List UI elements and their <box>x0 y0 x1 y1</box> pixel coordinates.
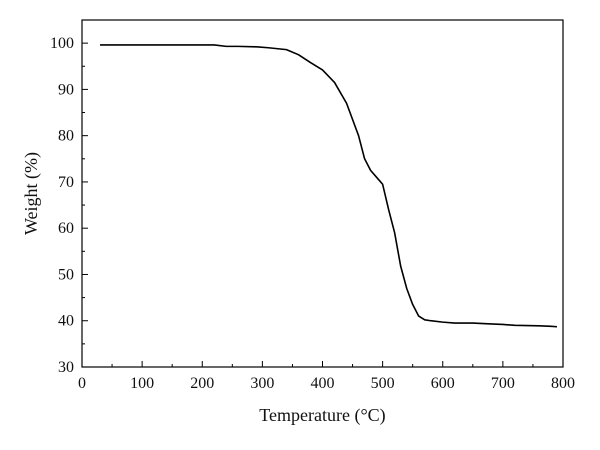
x-tick-label: 0 <box>78 375 86 392</box>
y-tick-labels: 30 40 50 60 70 80 90 100 <box>50 35 74 376</box>
x-tick-label: 500 <box>371 375 395 392</box>
y-tick-label: 40 <box>58 313 74 330</box>
x-tick-label: 800 <box>551 375 575 392</box>
x-tick-label: 400 <box>311 375 335 392</box>
weight-loss-curve <box>100 44 558 328</box>
y-axis-title: Weight (%) <box>21 152 42 235</box>
y-tick-label: 90 <box>58 81 74 98</box>
y-tick-label: 100 <box>50 35 74 52</box>
plot-frame <box>81 19 564 368</box>
x-tick-label: 100 <box>130 375 154 392</box>
x-axis-ticks <box>81 361 564 367</box>
x-tick-label: 600 <box>431 375 455 392</box>
y-tick-label: 30 <box>58 359 74 376</box>
y-tick-label: 50 <box>58 266 74 283</box>
y-tick-label: 70 <box>58 174 74 191</box>
x-tick-label: 700 <box>491 375 515 392</box>
y-tick-label: 80 <box>58 128 74 145</box>
x-tick-label: 200 <box>190 375 214 392</box>
y-axis-ticks <box>82 42 88 368</box>
x-tick-label: 300 <box>250 375 274 392</box>
x-tick-labels: 0 100 200 300 400 500 600 700 800 <box>78 375 575 392</box>
x-axis-title: Temperature (°C) <box>259 405 385 426</box>
y-tick-label: 60 <box>58 220 74 237</box>
